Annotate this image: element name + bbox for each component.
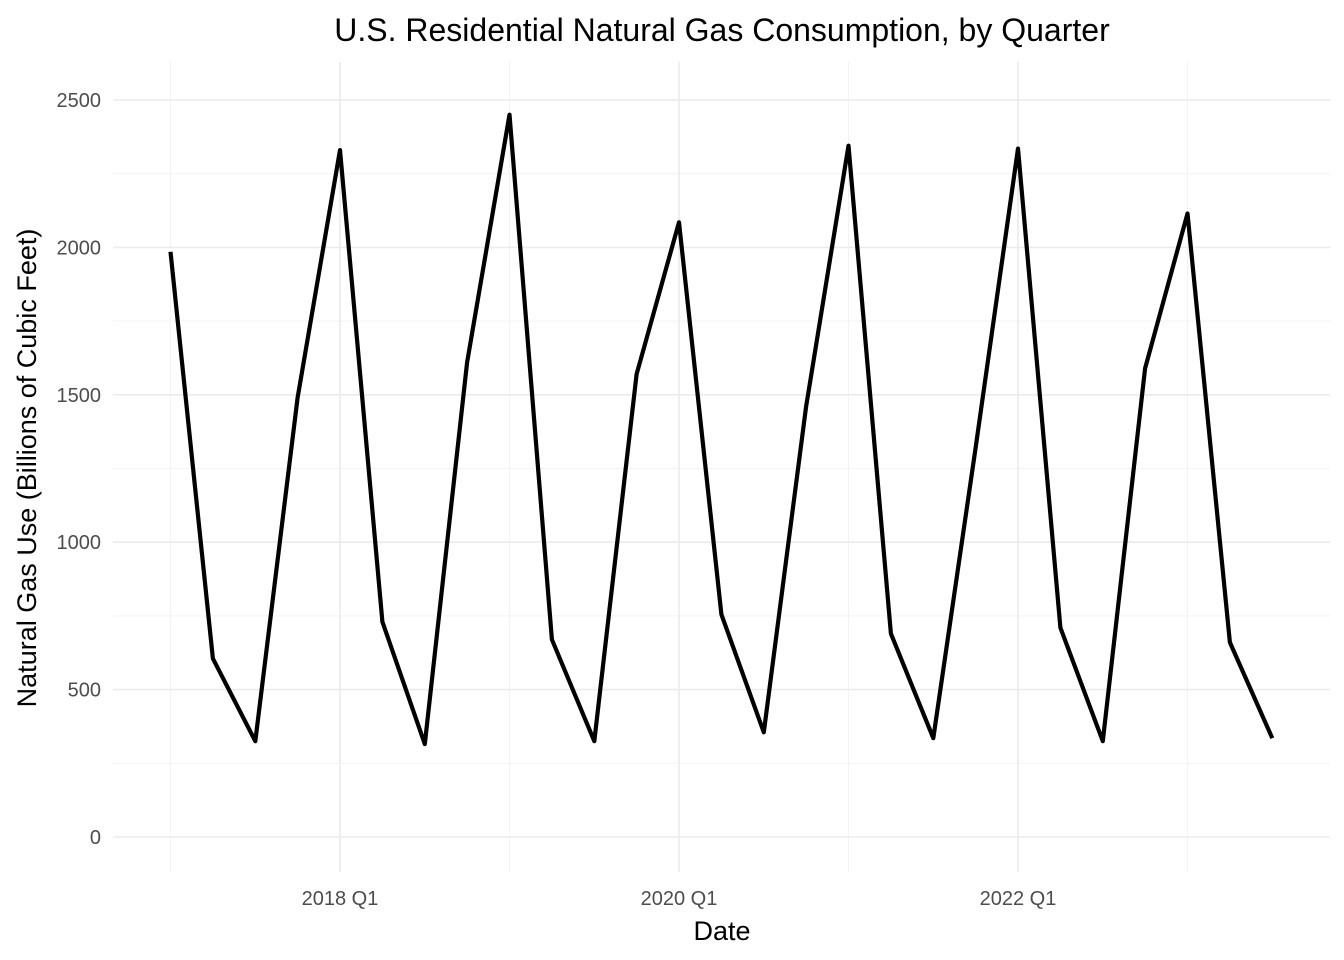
y-tick-labels: 0 500 1000 1500 2000 2500 bbox=[57, 90, 102, 849]
y-tick-label: 1000 bbox=[57, 532, 102, 554]
minor-grid bbox=[113, 62, 1330, 872]
x-tick-label: 2020 Q1 bbox=[641, 888, 718, 910]
chart-title: U.S. Residential Natural Gas Consumption… bbox=[334, 12, 1110, 48]
y-tick-label: 0 bbox=[90, 827, 101, 849]
y-tick-label: 500 bbox=[68, 680, 101, 702]
major-grid bbox=[113, 62, 1330, 872]
x-tick-label: 2022 Q1 bbox=[980, 888, 1057, 910]
series-line bbox=[168, 112, 1275, 747]
x-tick-label: 2018 Q1 bbox=[302, 888, 379, 910]
y-tick-label: 2500 bbox=[57, 90, 102, 112]
y-axis-title: Natural Gas Use (Billions of Cubic Feet) bbox=[12, 229, 42, 708]
y-tick-label: 2000 bbox=[57, 237, 102, 259]
series-layer bbox=[168, 112, 1275, 747]
x-axis-title: Date bbox=[693, 916, 750, 946]
y-tick-label: 1500 bbox=[57, 385, 102, 407]
x-tick-labels: 2018 Q1 2020 Q1 2022 Q1 bbox=[302, 888, 1057, 910]
